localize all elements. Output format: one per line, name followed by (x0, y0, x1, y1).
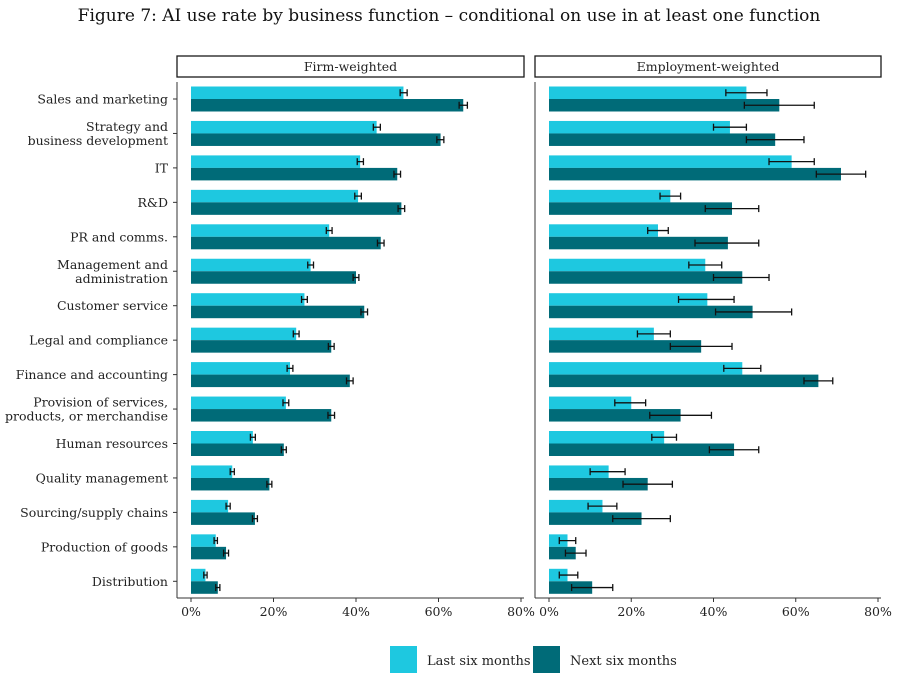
bar-next-six-months (191, 202, 402, 215)
bar-next-six-months (549, 409, 681, 422)
category-label: IT (155, 160, 169, 175)
category-label: Legal and compliance (29, 333, 168, 348)
bar-last-six-months (549, 86, 747, 99)
bar-next-six-months (191, 512, 255, 525)
bar-last-six-months (191, 189, 359, 203)
bar-next-six-months (191, 374, 350, 388)
legend: Last six months Next six months (390, 646, 677, 673)
bar-next-six-months (191, 305, 365, 319)
bar-next-six-months (191, 236, 381, 250)
legend-swatch (390, 646, 417, 673)
category-label: Finance and accounting (16, 367, 168, 382)
category-label: PR and comms. (70, 229, 168, 244)
category-label: R&D (137, 195, 168, 210)
bar-next-six-months (549, 305, 753, 319)
bar-next-six-months (191, 167, 398, 181)
bar-last-six-months (191, 258, 311, 272)
category-label: Sourcing/supply chains (20, 505, 168, 520)
bar-last-six-months (191, 362, 290, 375)
bar-next-six-months (549, 99, 780, 112)
bar-next-six-months (191, 443, 284, 456)
category-label: Distribution (92, 574, 168, 589)
bar-next-six-months (191, 133, 441, 146)
x-tick-label: 60% (425, 604, 453, 619)
bar-last-six-months (191, 155, 361, 168)
panel-firm-weighted: Firm-weighted 0% 20% 40% 60% 80% (173, 55, 535, 619)
x-tick-label: 80% (507, 604, 535, 619)
bar-next-six-months (549, 167, 841, 181)
bar-last-six-months (549, 499, 603, 513)
bar-last-six-months (549, 568, 568, 582)
category-label: Management and administration (57, 257, 168, 286)
bar-next-six-months (191, 409, 332, 422)
x-tick-label: 40% (700, 604, 728, 619)
panel-strip (534, 55, 882, 78)
bar-last-six-months (549, 396, 632, 410)
category-label: Quality management (36, 470, 168, 485)
bar-next-six-months (549, 512, 642, 525)
chart-title: Figure 7: AI use rate by business functi… (78, 6, 821, 26)
bar-last-six-months (191, 224, 330, 237)
bar-next-six-months (549, 202, 733, 215)
bar-last-six-months (191, 431, 253, 444)
bar-last-six-months (549, 534, 568, 547)
x-tick-label: 0% (539, 604, 559, 619)
bar-last-six-months (549, 224, 658, 237)
bar-last-six-months (549, 120, 730, 134)
bar-last-six-months (191, 396, 286, 410)
bar-next-six-months (549, 546, 576, 560)
bar-last-six-months (191, 499, 229, 513)
category-label: Production of goods (41, 539, 168, 554)
panel-strip-label: Employment-weighted (637, 59, 780, 74)
bar-next-six-months (191, 99, 464, 112)
bar-next-six-months (549, 340, 702, 353)
category-label: Sales and marketing (37, 92, 168, 107)
category-label: Customer service (57, 298, 168, 313)
bar-next-six-months (191, 477, 270, 491)
legend-label: Next six months (570, 654, 677, 669)
x-tick-label: 60% (782, 604, 810, 619)
category-label: Provision of services, products, or merch… (5, 395, 168, 424)
bar-next-six-months (191, 546, 227, 560)
bar-last-six-months (549, 155, 792, 168)
x-tick-label: 0% (181, 604, 201, 619)
bar-last-six-months (191, 120, 377, 134)
bar-last-six-months (549, 327, 654, 341)
bar-last-six-months (549, 293, 708, 306)
bar-next-six-months (549, 133, 776, 146)
bar-last-six-months (191, 293, 305, 306)
bar-last-six-months (191, 465, 233, 478)
panel-strip-label: Firm-weighted (304, 59, 397, 74)
bar-last-six-months (191, 327, 297, 341)
bar-last-six-months (549, 362, 743, 375)
bar-next-six-months (549, 271, 743, 284)
panel-strip (176, 55, 525, 78)
bar-last-six-months (549, 189, 671, 203)
bar-next-six-months (549, 581, 593, 594)
bar-last-six-months (549, 258, 706, 272)
bar-last-six-months (549, 431, 665, 444)
bar-next-six-months (191, 581, 218, 594)
x-tick-label: 20% (617, 604, 645, 619)
bar-next-six-months (191, 271, 356, 284)
bar-last-six-months (191, 86, 404, 99)
bar-next-six-months (549, 374, 819, 388)
x-tick-label: 20% (260, 604, 288, 619)
bar-last-six-months (549, 465, 609, 478)
bar-last-six-months (191, 534, 216, 547)
category-labels: Sales and marketing Strategy and business … (5, 92, 169, 589)
bar-next-six-months (191, 340, 332, 353)
category-label: Strategy and business development (28, 119, 168, 148)
panel-employment-weighted: Employment-weighted 0% 20% 40% 60% 80% (534, 55, 892, 619)
bar-next-six-months (549, 236, 728, 250)
x-tick-label: 80% (864, 604, 892, 619)
legend-swatch (533, 646, 560, 673)
bar-last-six-months (191, 568, 206, 582)
bar-next-six-months (549, 443, 735, 456)
x-tick-label: 40% (342, 604, 370, 619)
category-label: Human resources (56, 436, 168, 451)
legend-label: Last six months (427, 654, 531, 669)
